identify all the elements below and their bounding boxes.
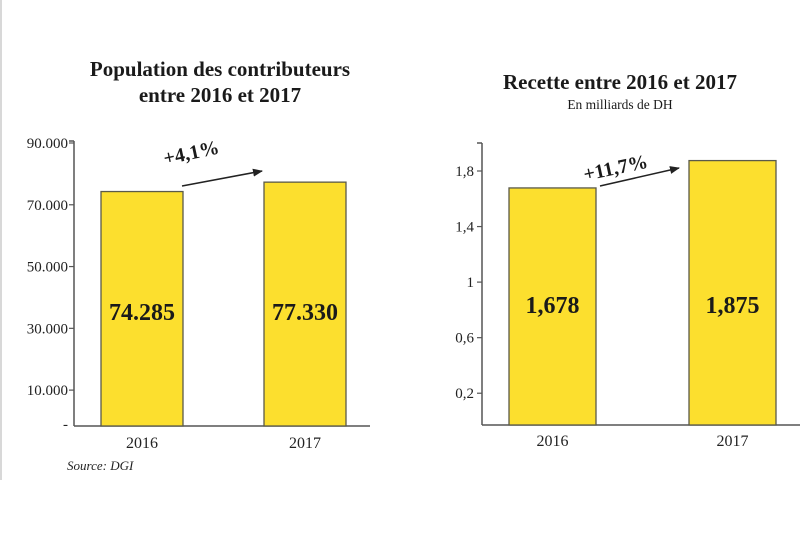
chart-population: - 10.000 30.000 50.000 70.000 90.000 74.285 201… <box>27 136 370 452</box>
bar-value-label: 74.285 <box>109 300 175 326</box>
x-tick-label: 2016 <box>126 435 158 452</box>
y-tick-label: 10.000 <box>27 383 68 399</box>
y-tick-label: 70.000 <box>27 198 68 214</box>
y-tick-label: 0,2 <box>455 386 474 402</box>
bar-value-label: 1,875 <box>706 293 760 319</box>
chart-recette: 0,2 0,6 1 1,4 1,8 1,678 2016 1,875 2017 +11,7% <box>455 142 800 450</box>
bar-2017 <box>688 159 777 426</box>
y-tick-label: 1,4 <box>455 220 474 236</box>
growth-label: +11,7% <box>581 151 649 186</box>
chart1-title-line1: Population des contributeurs <box>89 57 351 81</box>
x-tick-label: 2017 <box>717 433 749 450</box>
y-tick-label: 0,6 <box>455 331 474 347</box>
bar-2017 <box>263 181 347 427</box>
chart1-title-line2: entre 2016 et 2017 <box>138 83 302 107</box>
chart1-title: Population des contributeurs entre 2016 … <box>20 56 420 108</box>
chart2-title-line1: Recette entre 2016 et 2017 <box>502 70 737 94</box>
bar-2016 <box>508 187 597 426</box>
y-tick-label: 90.000 <box>27 136 68 152</box>
bar-value-label: 1,678 <box>526 293 580 319</box>
x-tick-label: 2017 <box>289 435 321 452</box>
growth-arrow <box>181 168 263 187</box>
growth-label: +4,1% <box>161 137 221 170</box>
x-tick-label: 2016 <box>537 433 569 450</box>
y-tick-label: 1 <box>467 275 475 291</box>
chart2-subtitle: En milliards de DH <box>567 97 673 112</box>
y-tick-label: 50.000 <box>27 260 68 276</box>
y-tick-label: - <box>63 417 68 433</box>
source-note: Source: DGI <box>67 458 134 473</box>
y-tick-label: 30.000 <box>27 321 68 337</box>
growth-arrow <box>599 166 680 187</box>
bar-2016 <box>100 190 184 427</box>
chart2-title: Recette entre 2016 et 2017 <box>430 69 800 95</box>
bar-value-label: 77.330 <box>272 300 338 326</box>
left-border <box>0 0 2 480</box>
y-tick-label: 1,8 <box>455 164 474 180</box>
